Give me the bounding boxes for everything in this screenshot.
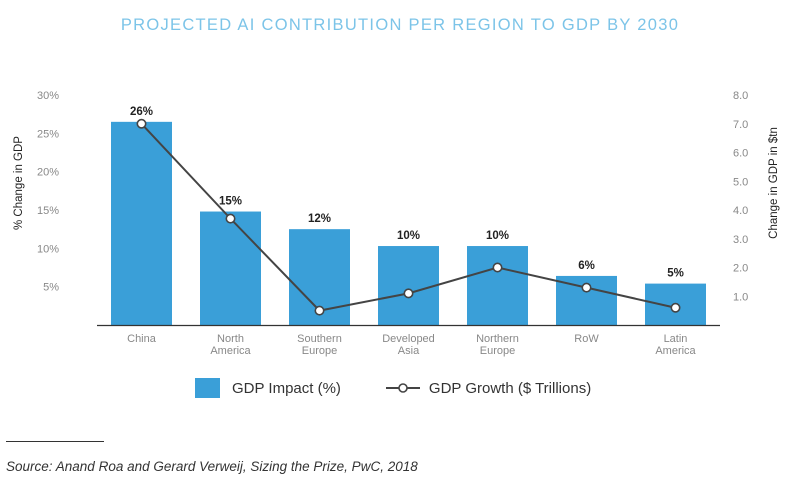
bar-data-label: 10% [486, 230, 509, 242]
left-tick-label: 20% [37, 167, 59, 179]
left-tick-label: 15% [37, 205, 59, 217]
category-label: Latin [664, 333, 688, 345]
right-tick-label: 2.0 [733, 263, 748, 275]
bar-data-label: 5% [667, 268, 684, 280]
legend-label-gdp-growth: GDP Growth ($ Trillions) [428, 379, 592, 397]
left-tick-label: 30% [37, 90, 59, 102]
right-tick-label: 1.0 [733, 291, 748, 303]
legend-swatch-line [385, 383, 420, 393]
gdp-growth-point-5 [581, 282, 592, 293]
bar-1 [200, 211, 261, 325]
source-note: Source: Anand Roa and Gerard Verweij, Si… [6, 459, 418, 474]
bar-data-label: 12% [308, 213, 331, 225]
gdp-growth-point-6 [670, 302, 681, 313]
right-tick-label: 8.0 [733, 90, 748, 102]
bar-4 [467, 246, 528, 325]
category-label: Europe [302, 345, 337, 357]
gdp-growth-point-4 [492, 262, 503, 273]
chart-plot: 5% 10% 15% 20% 25% 30% 1.0 2.0 3.0 4.0 5.0 6.0 7.0 8.… [13, 90, 780, 357]
bar-data-label: 26% [130, 106, 153, 118]
legend-swatch-bar [195, 378, 220, 398]
footnote-rule [6, 441, 104, 442]
bar-0 [111, 121, 172, 325]
legend-label-gdp-impact: GDP Impact (%) [232, 379, 341, 397]
chart-title: PROJECTED AI CONTRIBUTION PER REGION TO … [120, 16, 680, 34]
gdp-growth-point-0 [136, 118, 147, 129]
bar-3 [378, 246, 439, 325]
gdp-growth-point-1 [225, 213, 236, 224]
source-text: Anand Roa and Gerard Verweij, Sizing the… [52, 459, 418, 474]
category-label: North [217, 333, 244, 345]
category-label: Developed [382, 333, 435, 345]
legend-item-gdp-impact: GDP Impact (%) [195, 378, 341, 398]
category-label: America [210, 345, 251, 357]
chart-legend: GDP Impact (%) GDP Growth ($ Trillions) [195, 376, 591, 400]
category-label: Southern [297, 333, 342, 345]
right-tick-label: 5.0 [733, 176, 748, 188]
left-tick-label: 25% [37, 128, 59, 140]
category-label: Northern [476, 333, 519, 345]
gdp-growth-point-2 [314, 305, 325, 316]
left-tick-label: 5% [43, 282, 59, 294]
category-label: RoW [574, 333, 599, 345]
right-tick-label: 7.0 [733, 119, 748, 131]
source-prefix: Source: [6, 459, 53, 474]
category-label: China [127, 333, 157, 345]
right-tick-label: 4.0 [733, 205, 748, 217]
left-axis-title: % Change in GDP [13, 136, 25, 230]
right-tick-label: 6.0 [733, 148, 748, 160]
gdp-growth-point-3 [403, 288, 414, 299]
left-tick-label: 10% [37, 243, 59, 255]
category-label: America [655, 345, 696, 357]
right-axis-title: Change in GDP in $tn [768, 127, 780, 239]
bar-data-label: 15% [219, 196, 242, 208]
bar-data-label: 6% [578, 260, 595, 272]
category-label: Asia [398, 345, 420, 357]
category-label: Europe [480, 345, 515, 357]
bar-data-label: 10% [397, 230, 420, 242]
right-tick-label: 3.0 [733, 234, 748, 246]
legend-item-gdp-growth: GDP Growth ($ Trillions) [385, 380, 591, 397]
